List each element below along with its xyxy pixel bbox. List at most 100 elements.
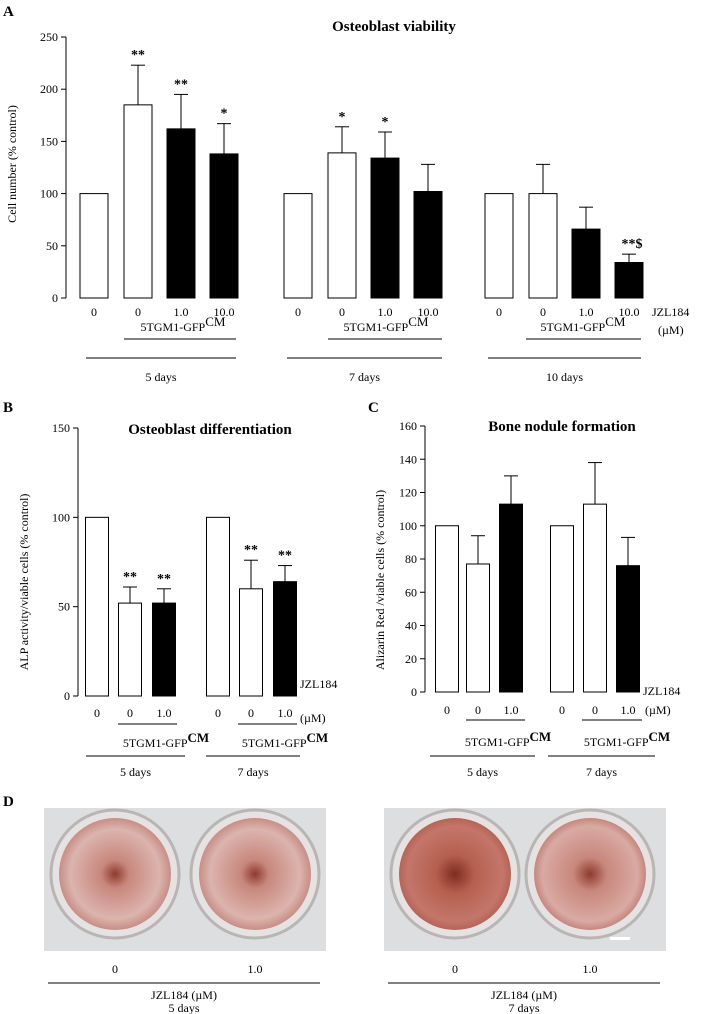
dose-label: 0: [339, 305, 345, 319]
bar: [499, 503, 523, 693]
bar: [370, 157, 400, 299]
chart-osteoblast-differentiation: Osteoblast differentiation ALP activity/…: [17, 421, 337, 779]
significance-marker: **: [123, 570, 137, 585]
bar: [327, 152, 357, 299]
group-label: 5TGM1-GFPCM: [541, 314, 626, 334]
group-label: 5TGM1-GFPCM: [141, 314, 226, 334]
group-label: 5TGM1-GFPCM: [123, 730, 209, 750]
group-label: 5TGM1-GFPCM: [465, 729, 551, 749]
treatment-label: JZL184 (µM): [151, 988, 217, 1002]
bar: [550, 525, 574, 693]
y-tick-label: 40: [405, 619, 417, 633]
treatment-unit: (µM): [300, 711, 326, 725]
bar: [413, 191, 443, 299]
dose-label: 0: [496, 305, 502, 319]
dose-label: 0: [559, 703, 565, 717]
panel-letter-b: B: [3, 400, 13, 416]
y-tick-label: 50: [46, 239, 58, 253]
panel-letter-c: C: [368, 400, 379, 416]
bar: [283, 193, 313, 299]
significance-marker: **: [278, 549, 292, 564]
dose-label: 0: [444, 703, 450, 717]
dose-label: 0: [215, 706, 221, 720]
treatment-label: JZL184 (µM): [491, 988, 557, 1002]
dose-label: 0: [452, 962, 458, 976]
dose-label: 0: [127, 706, 133, 720]
significance-marker: **: [174, 77, 188, 92]
y-tick-label: 60: [405, 585, 417, 599]
dose-label: 10.0: [619, 305, 640, 319]
dose-label: 0: [295, 305, 301, 319]
dose-label: 0: [91, 305, 97, 319]
timepoint-label: 7 days: [586, 765, 617, 779]
bar: [209, 153, 239, 299]
dose-label: 0: [94, 706, 100, 720]
plate-photo-5-days: [44, 808, 326, 951]
timepoint-label: 10 days: [546, 370, 583, 384]
dose-label: 0: [248, 706, 254, 720]
scale-bar: [610, 937, 630, 940]
bar: [152, 602, 176, 697]
y-tick-label: 250: [40, 30, 58, 44]
y-axis-label: Alizarin Red /viable cells (% control): [373, 490, 387, 670]
treatment-label: JZL184: [300, 677, 337, 691]
plate-photo-7-days: [384, 808, 666, 951]
bar: [79, 193, 109, 299]
bar: [206, 516, 230, 697]
significance-marker: *: [382, 115, 389, 130]
dose-label: 1.0: [583, 962, 598, 976]
timepoint-label: 5 days: [146, 370, 177, 384]
dose-label: 1.0: [174, 305, 189, 319]
time-label: 7 days: [509, 1001, 540, 1014]
y-axis-label: Cell number (% control): [5, 105, 19, 223]
y-tick-label: 100: [52, 510, 70, 524]
y-tick-label: 150: [40, 134, 58, 148]
significance-marker: *: [339, 110, 346, 125]
treatment-label: JZL184: [643, 684, 680, 698]
y-tick-label: 160: [399, 419, 417, 433]
treatment-unit: (µM): [658, 323, 684, 337]
bar: [571, 228, 601, 299]
y-tick-label: 150: [52, 421, 70, 435]
chart-title: Osteoblast viability: [332, 19, 456, 35]
group-label: 5TGM1-GFPCM: [584, 729, 670, 749]
dose-label: 10.0: [418, 305, 439, 319]
panel-letter-a: A: [3, 4, 14, 20]
y-tick-label: 80: [405, 552, 417, 566]
y-tick-label: 120: [399, 486, 417, 500]
y-tick-label: 200: [40, 82, 58, 96]
y-tick-label: 0: [64, 689, 70, 703]
y-tick-label: 140: [399, 452, 417, 466]
bar: [118, 602, 142, 697]
dose-label: 10.0: [214, 305, 235, 319]
dose-label: 0: [475, 703, 481, 717]
bar: [528, 193, 558, 299]
y-tick-label: 100: [40, 187, 58, 201]
dose-label: 1.0: [504, 703, 519, 717]
bar: [466, 563, 490, 693]
bar: [614, 262, 644, 299]
significance-marker: *: [221, 107, 228, 122]
chart-osteoblast-viability: Osteoblast viability Cell number (% cont…: [5, 19, 689, 384]
dose-label: 1.0: [378, 305, 393, 319]
dose-label: 0: [112, 962, 118, 976]
timepoint-label: 5 days: [467, 765, 498, 779]
bar: [583, 503, 607, 693]
bar: [435, 525, 459, 693]
timepoint-label: 7 days: [349, 370, 380, 384]
treatment-label: JZL184: [652, 305, 689, 319]
dose-label: 1.0: [278, 706, 293, 720]
y-tick-label: 20: [405, 652, 417, 666]
group-label: 5TGM1-GFPCM: [344, 314, 429, 334]
bar: [616, 565, 640, 693]
bar: [484, 193, 514, 299]
bar: [85, 516, 109, 697]
dose-label: 0: [135, 305, 141, 319]
timepoint-label: 7 days: [238, 765, 269, 779]
dose-label: 1.0: [621, 703, 636, 717]
bar: [123, 104, 153, 299]
significance-marker: **: [244, 543, 258, 558]
bar: [239, 588, 263, 697]
chart-title: Osteoblast differentiation: [128, 422, 292, 438]
